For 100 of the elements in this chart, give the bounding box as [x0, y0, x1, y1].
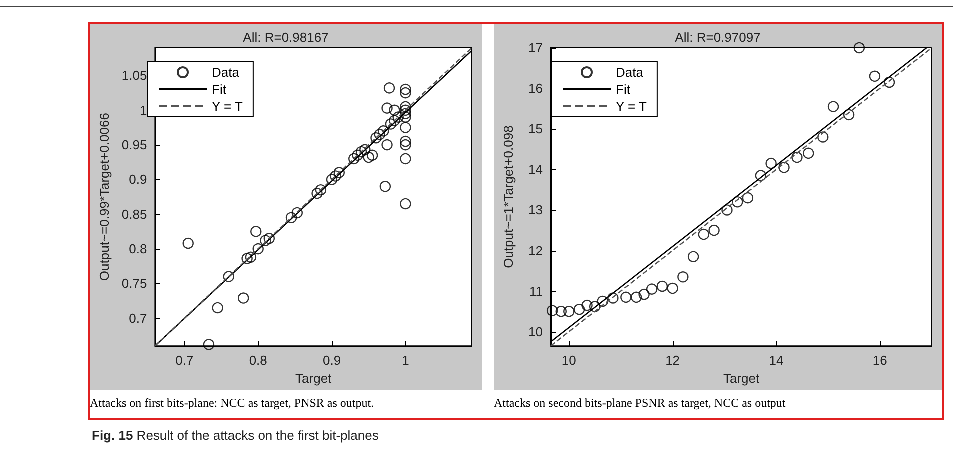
point: [574, 304, 586, 316]
point: [242, 253, 253, 264]
y-tick-label: 0.8: [129, 242, 148, 257]
y-tick-label: 15: [528, 122, 543, 137]
point: [564, 306, 575, 318]
y-axis-title: Output~=0.99*Target+0.0066: [97, 113, 112, 282]
y-tick-label: 12: [528, 243, 543, 258]
point: [854, 42, 866, 54]
y-tick-label: 0.85: [122, 206, 148, 222]
x-axis-title: Target: [723, 371, 760, 386]
point: [348, 153, 360, 165]
y-tick-label: 1.05: [122, 68, 148, 84]
point: [656, 280, 668, 292]
point: [843, 109, 855, 121]
point: [384, 82, 396, 94]
point: [400, 122, 412, 134]
point: [363, 152, 374, 164]
point: [378, 126, 390, 137]
y-tick-label: 17: [528, 40, 543, 56]
point: [688, 251, 700, 262]
y-tick-label: 1: [140, 102, 148, 118]
y-tick-label: 16: [528, 81, 543, 96]
y-axis-title: Output~=1*Target+0.098: [501, 126, 516, 268]
point: [400, 112, 412, 123]
point: [608, 292, 619, 304]
point: [589, 301, 601, 312]
point: [400, 101, 412, 113]
y-tick-label: 13: [528, 202, 543, 218]
x-tick-label: 10: [562, 353, 576, 368]
point: [400, 108, 412, 120]
point: [252, 243, 264, 255]
point: [698, 228, 710, 240]
point: [352, 150, 364, 162]
point: [400, 136, 412, 148]
point: [792, 152, 803, 164]
y-tick-label: 0.95: [122, 138, 148, 153]
point: [374, 129, 386, 140]
point: [370, 132, 382, 144]
point: [646, 284, 658, 295]
point: [250, 226, 262, 238]
legend-label: Fit: [212, 82, 227, 97]
point: [678, 272, 689, 283]
point: [400, 153, 412, 165]
x-tick-label: 12: [666, 353, 680, 368]
point: [630, 292, 642, 304]
point: [380, 181, 392, 192]
point: [766, 158, 777, 170]
point: [755, 170, 767, 182]
y-tick-label: 10: [528, 324, 543, 340]
point: [742, 192, 754, 204]
point: [597, 296, 608, 308]
legend-label: Fit: [616, 82, 631, 97]
point: [315, 184, 327, 196]
point: [203, 339, 215, 350]
y-tick-label: 0.9: [129, 172, 148, 188]
point: [620, 292, 632, 304]
point: [260, 235, 272, 246]
x-tick-label: 1: [402, 353, 410, 368]
x-tick-label: 0.8: [249, 353, 268, 368]
x-axis-title: Target: [296, 371, 332, 386]
y-tick-label: 14: [528, 162, 543, 178]
text: Attacks on first bits-plane: NCC as target, PNSR as output.: [90, 390, 482, 418]
point: [708, 224, 720, 236]
point: [382, 102, 393, 114]
chart-title: All: R=0.97097: [675, 30, 761, 45]
point: [389, 115, 400, 126]
point: [400, 198, 412, 210]
x-tick-label: 0.7: [176, 353, 194, 368]
point: [667, 282, 678, 294]
point: [356, 146, 368, 158]
point: [818, 132, 829, 143]
x-tick-label: 14: [769, 353, 784, 368]
point: [732, 196, 744, 208]
point: [638, 288, 650, 300]
y-tick-label: 0.7: [129, 310, 148, 326]
point: [400, 87, 412, 99]
point: [334, 167, 345, 178]
point: [238, 292, 250, 304]
x-tick-label: 0.9: [322, 353, 342, 368]
point: [382, 139, 393, 151]
point: [292, 207, 303, 219]
point: [400, 139, 412, 151]
point: [884, 76, 896, 88]
point: [223, 271, 234, 282]
point: [264, 233, 275, 244]
point: [182, 238, 194, 250]
point: [582, 300, 593, 312]
legend-label: Y = T: [616, 99, 648, 114]
point: [546, 305, 558, 316]
point: [869, 70, 881, 82]
chart-title: All: R=0.98167: [243, 30, 329, 45]
legend-label: Y = T: [212, 99, 244, 114]
point: [385, 118, 397, 130]
point: [392, 112, 404, 123]
point: [778, 162, 790, 174]
point: [326, 174, 338, 186]
x-tick-label: 16: [872, 353, 888, 368]
point: [330, 170, 342, 182]
point: [556, 306, 567, 318]
point: [212, 302, 224, 314]
